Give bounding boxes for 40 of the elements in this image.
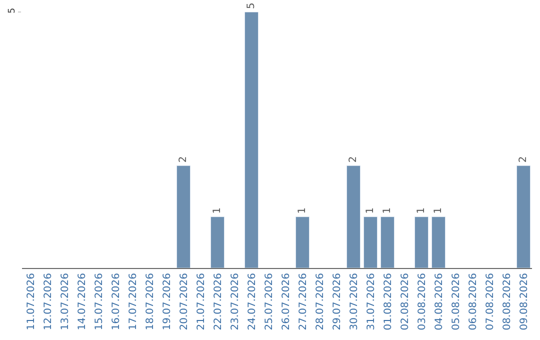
data-label: 2 <box>518 156 529 163</box>
x-tick-label: 12.07.2026 <box>42 273 54 330</box>
x-tick-label: 27.07.2026 <box>298 273 309 330</box>
x-tick-label: 31.07.2026 <box>366 273 377 330</box>
x-tick-label: 15.07.2026 <box>94 273 105 330</box>
x-tick-label: 07.08.2026 <box>484 273 496 330</box>
x-tick-label: 29.07.2026 <box>332 273 343 330</box>
x-tick-label: 05.08.2026 <box>450 273 462 330</box>
x-tick-label: 18.07.2026 <box>144 273 156 330</box>
x-tick-label: 19.07.2026 <box>162 273 173 330</box>
x-tick-label: 16.07.2026 <box>110 273 122 330</box>
x-tick-label: 28.07.2026 <box>314 273 326 330</box>
x-tick-label: 04.08.2026 <box>434 273 445 330</box>
x-tick-label: 13.07.2026 <box>60 273 71 330</box>
x-tick-label: 03.08.2026 <box>416 273 428 330</box>
x-tick-label: 21.07.2026 <box>196 273 207 330</box>
x-tick-label: 01.08.2026 <box>382 273 394 330</box>
data-label: 1 <box>365 207 376 214</box>
data-label: 5 <box>246 2 257 9</box>
x-tick-label: 14.07.2026 <box>76 273 88 330</box>
x-tick-label: 20.07.2026 <box>178 273 190 330</box>
x-tick-label: 02.08.2026 <box>400 273 411 330</box>
data-label: 1 <box>382 207 393 214</box>
x-tick-label: 30.07.2026 <box>348 273 360 330</box>
data-label: 1 <box>212 207 223 214</box>
data-label: 1 <box>433 207 444 214</box>
data-label: 1 <box>416 207 427 214</box>
x-tick-label: 22.07.2026 <box>212 273 224 330</box>
x-tick-label: 26.07.2026 <box>280 273 292 330</box>
data-label: 1 <box>297 207 308 214</box>
x-tick-label: 09.08.2026 <box>518 273 530 330</box>
data-label: 2 <box>348 156 359 163</box>
x-tick-label: 17.07.2026 <box>128 273 139 330</box>
x-tick-label: 06.08.2026 <box>468 273 479 330</box>
x-tick-label: 23.07.2026 <box>230 273 241 330</box>
data-label: 2 <box>178 156 189 163</box>
x-tick-label: 11.07.2026 <box>26 273 37 330</box>
x-tick-label: 08.08.2026 <box>502 273 513 330</box>
x-tick-label: 25.07.2026 <box>264 273 275 330</box>
x-tick-label: 24.07.2026 <box>246 273 258 330</box>
